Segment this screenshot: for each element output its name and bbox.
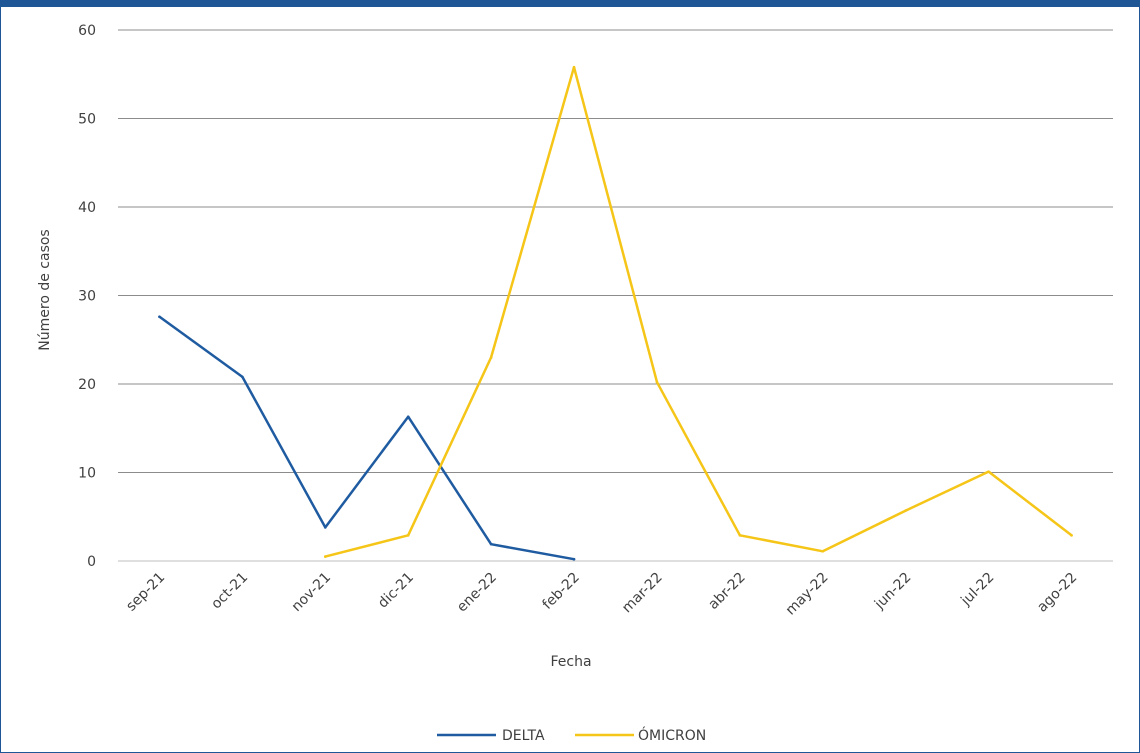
x-tick-label: abr-22 <box>705 570 748 613</box>
data-point <box>406 415 410 419</box>
series-lines <box>158 65 1073 561</box>
y-axis: 0 10 20 30 40 50 60 <box>78 23 96 570</box>
x-tick-label: jul-22 <box>957 570 997 610</box>
x-tick-label: oct-21 <box>208 570 251 613</box>
legend-label: ÓMICRON <box>638 726 706 744</box>
data-point <box>489 356 493 359</box>
x-tick-label: sep-21 <box>123 570 168 615</box>
data-point <box>572 65 576 69</box>
data-point <box>406 534 410 537</box>
data-point <box>323 526 327 529</box>
y-tick-label: 10 <box>78 466 96 482</box>
data-point <box>572 557 576 561</box>
y-tick-label: 30 <box>78 289 96 305</box>
series-line-delta <box>158 315 576 561</box>
data-point <box>489 542 493 546</box>
data-point <box>323 555 327 558</box>
x-tick-label: ago-22 <box>1034 570 1080 616</box>
data-point <box>821 549 825 553</box>
data-point <box>1070 534 1073 537</box>
data-point <box>655 380 659 384</box>
legend-label: DELTA <box>502 728 545 744</box>
data-point <box>987 470 990 473</box>
data-point <box>738 534 742 537</box>
x-tick-label: dic-21 <box>375 570 417 612</box>
x-tick-label: may-22 <box>783 570 832 619</box>
x-tick-label: ene-22 <box>454 570 500 616</box>
y-tick-label: 60 <box>78 23 96 39</box>
x-tick-label: mar-22 <box>619 570 666 617</box>
y-tick-label: 20 <box>78 377 96 393</box>
y-tick-label: 40 <box>78 200 96 216</box>
y-tick-label: 0 <box>87 554 96 570</box>
data-point <box>158 315 161 319</box>
x-axis-title: Fecha <box>550 654 591 670</box>
x-tick-label: feb-22 <box>540 570 583 613</box>
x-tick-label: nov-21 <box>289 570 334 615</box>
data-point <box>241 375 244 379</box>
x-tick-label: jun-22 <box>871 570 914 613</box>
data-point <box>904 509 908 512</box>
series-line-ómicron <box>324 65 1073 558</box>
y-axis-title: Número de casos <box>37 229 53 350</box>
x-axis: sep-21 oct-21 nov-21 dic-21 ene-22 feb-22 mar-… <box>123 570 1080 619</box>
grid <box>118 29 1113 562</box>
y-tick-label: 50 <box>78 112 96 128</box>
legend: DELTA ÓMICRON <box>437 726 706 744</box>
